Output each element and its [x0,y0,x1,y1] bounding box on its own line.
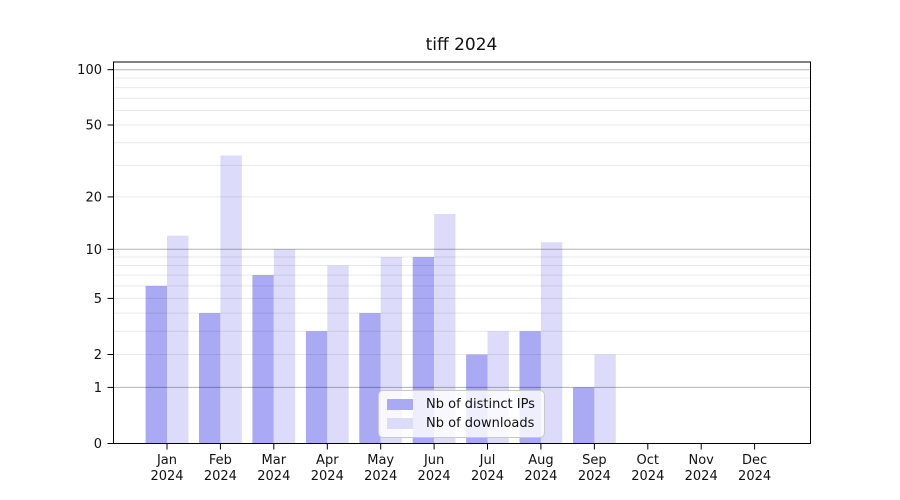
legend-label-distinct-ips: Nb of distinct IPs [426,397,535,412]
bar-nb-of-distinct-ips-mar [252,275,274,444]
bar-nb-of-downloads-mar [273,249,296,444]
bar-nb-of-downloads-jan [167,235,189,444]
plot-frame [113,61,811,444]
bar-nb-of-downloads-feb [220,155,242,444]
x-tick-label-year-feb: 2024 [204,469,237,484]
x-tick-label-month-may: May [367,453,394,468]
bar-nb-of-distinct-ips-apr [305,331,328,444]
x-tick-label-year-dec: 2024 [738,469,771,484]
x-tick-label-month-sep: Sep [582,453,607,468]
legend-item-distinct-ips: Nb of distinct IPs [387,397,544,412]
x-tick-label-month-aug: Aug [528,453,553,468]
x-tick-label-month-feb: Feb [209,453,232,468]
x-tick-label-year-may: 2024 [364,469,397,484]
legend-swatch-downloads [387,418,413,429]
x-tick-label-month-jun: Jun [423,453,444,468]
x-tick-label-year-mar: 2024 [257,469,290,484]
x-tick-label-year-jun: 2024 [418,469,451,484]
y-tick-label-50: 50 [85,119,102,134]
x-tick-label-year-oct: 2024 [631,469,664,484]
x-tick-label-year-apr: 2024 [311,469,344,484]
y-tick-label-1: 1 [94,381,102,396]
x-tick-label-month-jan: Jan [156,453,177,468]
chart-legend: Nb of distinct IPs Nb of downloads [378,390,545,438]
x-tick-label-year-sep: 2024 [578,469,611,484]
y-tick-label-0: 0 [94,437,102,452]
bar-nb-of-downloads-jun [434,214,456,444]
x-tick-label-month-oct: Oct [637,453,659,468]
bar-nb-of-distinct-ips-sep [573,387,595,444]
x-tick-label-month-mar: Mar [262,453,287,468]
legend-label-downloads: Nb of downloads [426,416,535,431]
y-tick-label-20: 20 [85,190,102,205]
x-tick-label-month-apr: Apr [316,453,339,468]
y-tick-label-5: 5 [94,292,102,307]
x-tick-label-year-aug: 2024 [524,469,557,484]
y-tick-label-10: 10 [85,243,102,258]
bar-nb-of-distinct-ips-may [359,313,381,444]
x-tick-label-year-jan: 2024 [150,469,183,484]
x-tick-label-year-nov: 2024 [685,469,718,484]
bar-nb-of-distinct-ips-feb [199,313,221,444]
bar-nb-of-distinct-ips-jan [145,285,167,444]
x-tick-label-year-jul: 2024 [471,469,504,484]
x-tick-label-month-jul: Jul [479,453,496,468]
y-tick-label-2: 2 [94,348,102,363]
y-tick-label-100: 100 [77,63,102,78]
bar-nb-of-downloads-apr [327,265,349,444]
chart-title: tiff 2024 [425,35,498,55]
bar-nb-of-downloads-aug [540,242,563,444]
legend-item-downloads: Nb of downloads [387,416,544,431]
x-tick-label-month-dec: Dec [742,453,767,468]
bar-nb-of-downloads-sep [594,354,616,444]
legend-swatch-distinct-ips [387,399,413,410]
x-tick-label-month-nov: Nov [689,453,715,468]
